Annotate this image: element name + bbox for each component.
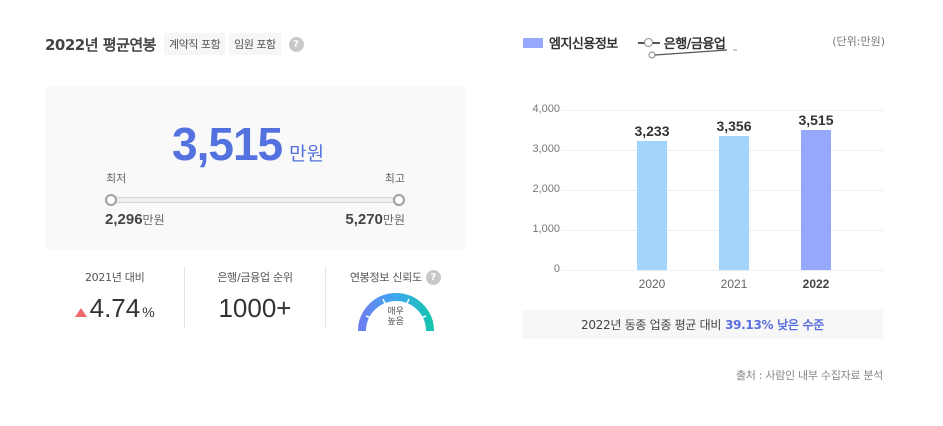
comparison-text: 2022년 동종 업종 평균 대비 [581, 318, 722, 332]
gauge-text-line2: 높음 [387, 317, 404, 327]
question-circle-icon[interactable]: ? [288, 36, 304, 52]
bar-2022[interactable] [801, 130, 831, 270]
gauge-text-line1: 매우 [387, 307, 404, 317]
reliability-gauge: 매우 높음 [356, 291, 436, 331]
gridline [562, 110, 883, 111]
average-salary-value: 3,515 [172, 118, 283, 170]
y-tick: 1,000 [532, 223, 560, 235]
source-note: 출처 : 사람인 내부 수집자료 분석 [735, 369, 883, 382]
y-tick: 4,000 [532, 103, 560, 115]
min-salary: 2,296만원 [105, 211, 165, 228]
y-tick: 0 [553, 263, 560, 275]
y-tick: 2,000 [532, 183, 560, 195]
yoy-change-value: 4.74 [89, 293, 141, 323]
stat-label: 연봉정보 신뢰도 [349, 271, 422, 284]
unit-note: (단위:만원) [832, 35, 885, 48]
max-salary-value: 5,270 [345, 211, 383, 228]
comparison-highlight: 39.13% 낮은 수준 [725, 318, 824, 332]
average-salary: 3,515 만원 [172, 117, 324, 171]
min-label: 최저 [106, 172, 127, 185]
gridline [562, 270, 883, 271]
page-title: 2022년 평균연봉 [45, 35, 156, 54]
salary-range-track [111, 197, 399, 203]
legend-label-company[interactable]: 엠지신용정보 [549, 37, 618, 52]
legend-label-industry[interactable]: 은행/금융업 [663, 37, 726, 52]
legend-line-artifact-icon [648, 49, 737, 59]
stat-industry-rank: 은행/금융업 순위 1000+ [184, 266, 324, 328]
tag-contract-included: 계약직 포함 [163, 33, 226, 55]
chart-legend: 엠지신용정보 은행/금융업 [523, 33, 726, 52]
stat-reliability: 연봉정보 신뢰도 ? 매우 높음 [324, 266, 465, 331]
min-salary-value: 2,296 [105, 211, 143, 228]
stat-label: 2021년 대비 [84, 271, 145, 284]
question-circle-icon[interactable]: ? [425, 269, 441, 285]
bar-2021[interactable] [719, 136, 749, 270]
bar-label-2020: 3,233 [634, 123, 670, 139]
industry-rank-value: 1000+ [218, 293, 292, 323]
stat-value: 1000+ [185, 293, 324, 324]
stat-yoy-change: 2021년 대비 4.74% [45, 266, 184, 328]
range-min-knob [105, 194, 117, 206]
line-marker-icon [637, 37, 660, 48]
range-max-knob [393, 194, 405, 206]
triangle-up-icon [74, 308, 87, 317]
stats-row: 2021년 대비 4.74% 은행/금융업 순위 1000+ 연봉정보 신뢰도 … [45, 266, 465, 331]
bar-label-2022: 3,515 [798, 112, 834, 128]
x-tick-2020: 2020 [638, 277, 666, 291]
bar-label-2021: 3,356 [716, 118, 752, 134]
max-salary: 5,270만원 [345, 211, 405, 228]
percent-sign: % [142, 304, 155, 320]
max-salary-unit: 만원 [382, 213, 405, 227]
x-tick-2022: 2022 [802, 277, 830, 291]
bar-2020[interactable] [637, 141, 667, 270]
legend-swatch-company [523, 37, 543, 48]
gauge-text: 매우 높음 [356, 307, 436, 327]
stat-label-wrap: 연봉정보 신뢰도 ? [350, 269, 441, 285]
min-salary-unit: 만원 [142, 213, 165, 227]
stat-value: 4.74% [45, 293, 184, 324]
y-tick: 3,000 [532, 143, 560, 155]
tag-executive-included: 임원 포함 [229, 33, 281, 55]
gauge-arc-icon [357, 293, 434, 331]
salary-summary-box: 3,515 만원 최저 최고 2,296만원 5,270만원 [45, 87, 465, 249]
stat-label: 은행/금융업 순위 [217, 271, 293, 284]
industry-comparison: 2022년 동종 업종 평균 대비 39.13% 낮은 수준 [522, 310, 883, 339]
x-tick-2021: 2021 [720, 277, 748, 291]
salary-bar-chart: 4,000 3,000 2,000 1,000 0 3,233 3,356 3,… [522, 100, 883, 300]
title-row: 2022년 평균연봉 계약직 포함 임원 포함 ? [45, 33, 304, 55]
max-label: 최고 [384, 172, 405, 185]
average-salary-unit: 만원 [289, 143, 325, 165]
